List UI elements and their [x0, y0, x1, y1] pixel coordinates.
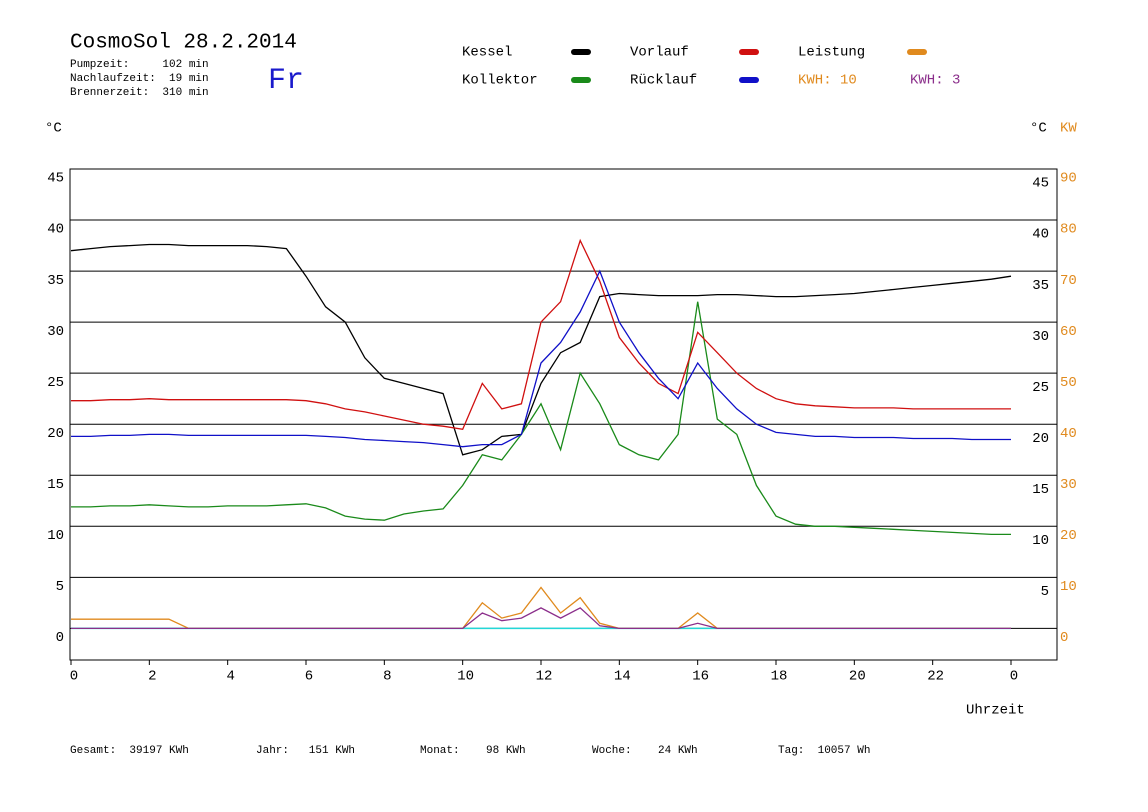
- y-tick-label: 40: [47, 222, 64, 238]
- y2-tick-label: 20: [1060, 528, 1077, 544]
- y-tick-label: 20: [47, 426, 64, 442]
- legend-label: Kessel: [462, 45, 512, 61]
- y-right-tick-label: 30: [1032, 329, 1049, 345]
- footer: Gesamt: 39197 KWh: [70, 745, 189, 757]
- series-line: [71, 607, 1011, 630]
- y-right-tick-label: 5: [1041, 584, 1049, 600]
- series-line: [71, 301, 1011, 536]
- legend-label: Rücklauf: [630, 73, 697, 89]
- y-tick-label: 10: [47, 528, 64, 544]
- y-tick-label: 35: [47, 273, 64, 289]
- y2-unit: °C: [1030, 121, 1047, 137]
- x-tick-label: 2: [148, 669, 156, 685]
- y-tick-label: 15: [47, 477, 64, 493]
- x-tick-label: 12: [536, 669, 553, 685]
- x-tick-label: 16: [692, 669, 709, 685]
- kwh-label: KWH: 10: [798, 73, 857, 89]
- x-tick-label: 8: [383, 669, 391, 685]
- y2-tick-label: 90: [1060, 171, 1077, 187]
- y-tick-label: 5: [56, 579, 64, 595]
- footer: Jahr: 151 KWh: [256, 745, 355, 757]
- y2-unit: KW: [1060, 121, 1077, 137]
- y-tick-label: 0: [56, 630, 64, 646]
- kwh-label: KWH: 3: [910, 73, 960, 89]
- y2-tick-label: 50: [1060, 375, 1077, 391]
- footer: Woche: 24 KWh: [592, 745, 698, 757]
- y-tick-label: 30: [47, 324, 64, 340]
- series-line: [71, 238, 1011, 431]
- x-tick-label: 6: [305, 669, 313, 685]
- legend-label: Leistung: [798, 45, 865, 61]
- weekday: Fr: [268, 64, 304, 98]
- x-tick-label: 22: [927, 669, 944, 685]
- y-right-tick-label: 15: [1032, 482, 1049, 498]
- y-right-tick-label: 35: [1032, 278, 1049, 294]
- y2-tick-label: 40: [1060, 426, 1077, 442]
- x-tick-label: 10: [457, 669, 474, 685]
- footer: Tag: 10057 Wh: [778, 745, 870, 757]
- x-tick-label: 0: [70, 669, 78, 685]
- y-right-tick-label: 40: [1032, 227, 1049, 243]
- y2-tick-label: 60: [1060, 324, 1077, 340]
- info: Brennerzeit: 310 min: [70, 87, 209, 99]
- series-line: [71, 269, 1011, 448]
- footer: Monat: 98 KWh: [420, 745, 526, 757]
- y2-tick-label: 10: [1060, 579, 1077, 595]
- y-right-tick-label: 20: [1032, 431, 1049, 447]
- x-tick-label: 4: [226, 669, 234, 685]
- y-tick-label: 45: [47, 171, 64, 187]
- plot-frame: [69, 168, 1058, 661]
- y-tick-label: 25: [47, 375, 64, 391]
- legend-label: Kollektor: [462, 73, 538, 89]
- info: Pumpzeit: 102 min: [70, 59, 209, 71]
- x-tick-label: 20: [849, 669, 866, 685]
- legend-label: Vorlauf: [630, 45, 689, 61]
- x-axis-label: Uhrzeit: [966, 703, 1025, 719]
- x-tick-label: 0: [1010, 669, 1018, 685]
- x-tick-label: 18: [771, 669, 788, 685]
- y2-tick-label: 70: [1060, 273, 1077, 289]
- x-tick-label: 14: [614, 669, 631, 685]
- y-right-tick-label: 10: [1032, 533, 1049, 549]
- y2-tick-label: 80: [1060, 222, 1077, 238]
- y2-tick-label: 0: [1060, 630, 1068, 646]
- info: Nachlaufzeit: 19 min: [70, 73, 209, 85]
- chart-title: CosmoSol 28.2.2014: [70, 32, 297, 55]
- y2-tick-label: 30: [1060, 477, 1077, 493]
- y-right-tick-label: 45: [1032, 176, 1049, 192]
- series-line: [70, 243, 1012, 456]
- y-unit: °C: [45, 121, 62, 137]
- y-right-tick-label: 25: [1032, 380, 1049, 396]
